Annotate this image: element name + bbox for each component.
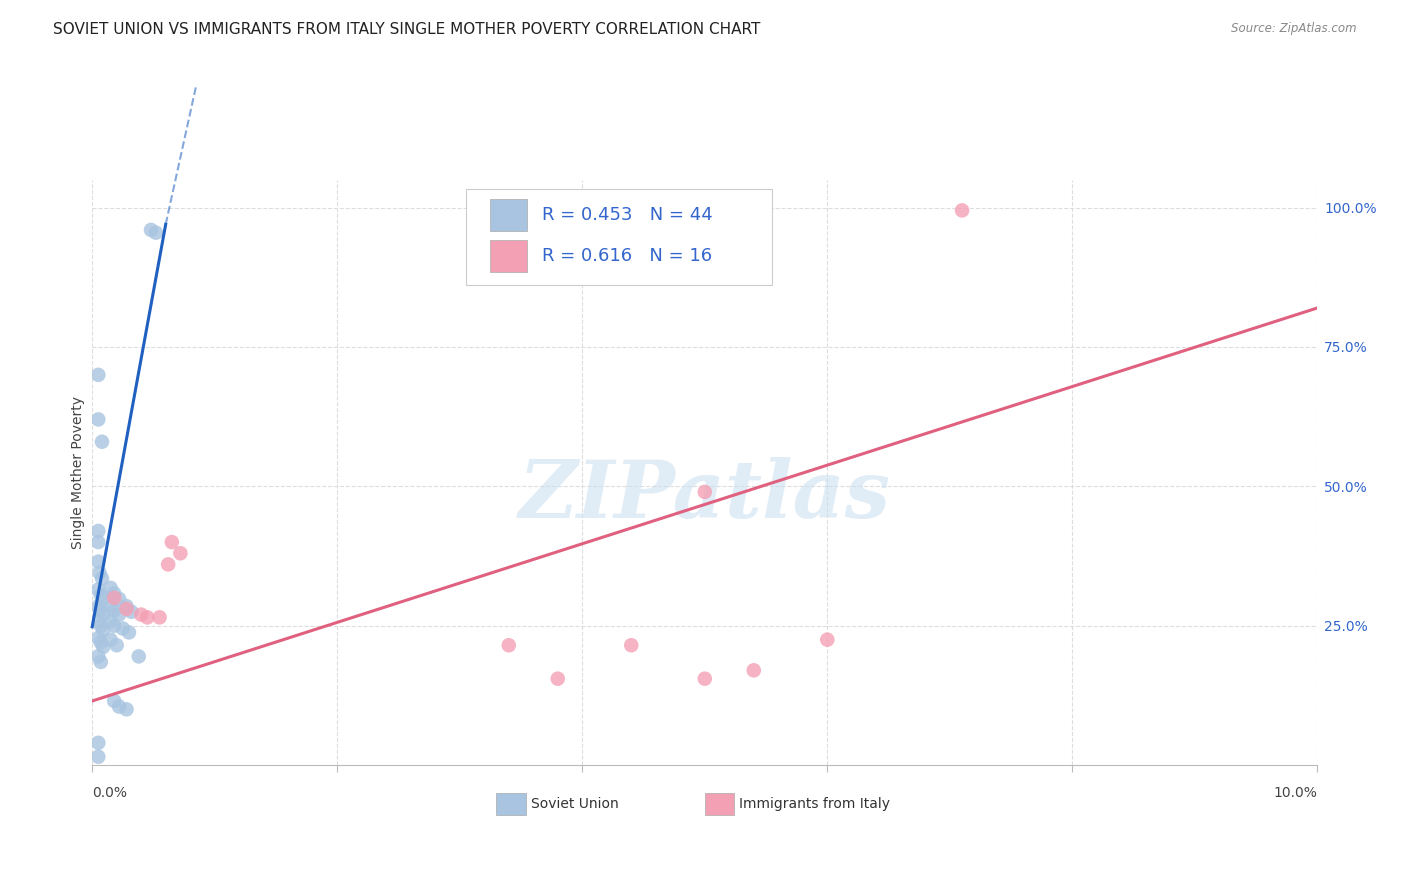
- Point: [90, 588, 112, 602]
- Point: [118, 625, 141, 640]
- Point: [91, 591, 114, 606]
- Point: [90, 635, 112, 649]
- Point: [139, 223, 162, 237]
- Point: [87, 614, 110, 628]
- Point: [129, 607, 152, 622]
- Text: 10.0%: 10.0%: [1274, 786, 1317, 800]
- Point: [91, 571, 114, 585]
- Text: R = 0.453   N = 44: R = 0.453 N = 44: [541, 206, 713, 224]
- Point: [157, 558, 180, 572]
- Point: [87, 582, 110, 597]
- Point: [103, 618, 125, 632]
- Point: [120, 605, 142, 619]
- Point: [87, 555, 110, 569]
- Point: [100, 614, 122, 628]
- Point: [87, 412, 110, 426]
- Text: R = 0.616   N = 16: R = 0.616 N = 16: [541, 247, 711, 265]
- Point: [103, 586, 125, 600]
- Point: [108, 607, 131, 622]
- Point: [693, 484, 716, 499]
- Point: [115, 702, 138, 716]
- Point: [100, 581, 122, 595]
- Point: [128, 649, 150, 664]
- Point: [115, 602, 138, 616]
- Point: [160, 535, 183, 549]
- Point: [103, 694, 125, 708]
- Point: [89, 566, 111, 580]
- Point: [498, 638, 520, 652]
- Y-axis label: Single Mother Poverty: Single Mother Poverty: [72, 396, 86, 549]
- Text: SOVIET UNION VS IMMIGRANTS FROM ITALY SINGLE MOTHER POVERTY CORRELATION CHART: SOVIET UNION VS IMMIGRANTS FROM ITALY SI…: [53, 22, 761, 37]
- Point: [547, 672, 569, 686]
- Point: [87, 368, 110, 382]
- Point: [87, 649, 110, 664]
- Point: [91, 623, 114, 637]
- Text: ZIPatlas: ZIPatlas: [519, 457, 891, 534]
- Point: [91, 640, 114, 654]
- Point: [693, 672, 716, 686]
- Point: [136, 610, 159, 624]
- Point: [108, 591, 131, 606]
- Text: Immigrants from Italy: Immigrants from Italy: [740, 797, 890, 811]
- Point: [91, 434, 114, 449]
- Text: Soviet Union: Soviet Union: [531, 797, 619, 811]
- Point: [108, 699, 131, 714]
- FancyBboxPatch shape: [465, 188, 772, 285]
- Point: [115, 599, 138, 614]
- Bar: [491, 199, 527, 231]
- Point: [148, 610, 170, 624]
- Point: [100, 599, 122, 614]
- Point: [87, 736, 110, 750]
- Text: Source: ZipAtlas.com: Source: ZipAtlas.com: [1232, 22, 1357, 36]
- Point: [87, 599, 110, 614]
- Point: [87, 535, 110, 549]
- Point: [742, 663, 765, 677]
- Point: [105, 638, 128, 652]
- Point: [103, 591, 125, 605]
- Point: [169, 546, 191, 560]
- Point: [815, 632, 838, 647]
- Point: [111, 622, 134, 636]
- Text: 0.0%: 0.0%: [93, 786, 127, 800]
- Point: [100, 632, 122, 647]
- Point: [950, 203, 973, 218]
- Bar: [491, 240, 527, 272]
- Point: [90, 603, 112, 617]
- Point: [620, 638, 643, 652]
- Point: [91, 607, 114, 622]
- Bar: [704, 793, 734, 815]
- Point: [87, 749, 110, 764]
- Point: [145, 226, 167, 240]
- Bar: [496, 793, 526, 815]
- Point: [87, 631, 110, 645]
- Point: [103, 603, 125, 617]
- Point: [90, 618, 112, 632]
- Point: [90, 655, 112, 669]
- Point: [87, 524, 110, 538]
